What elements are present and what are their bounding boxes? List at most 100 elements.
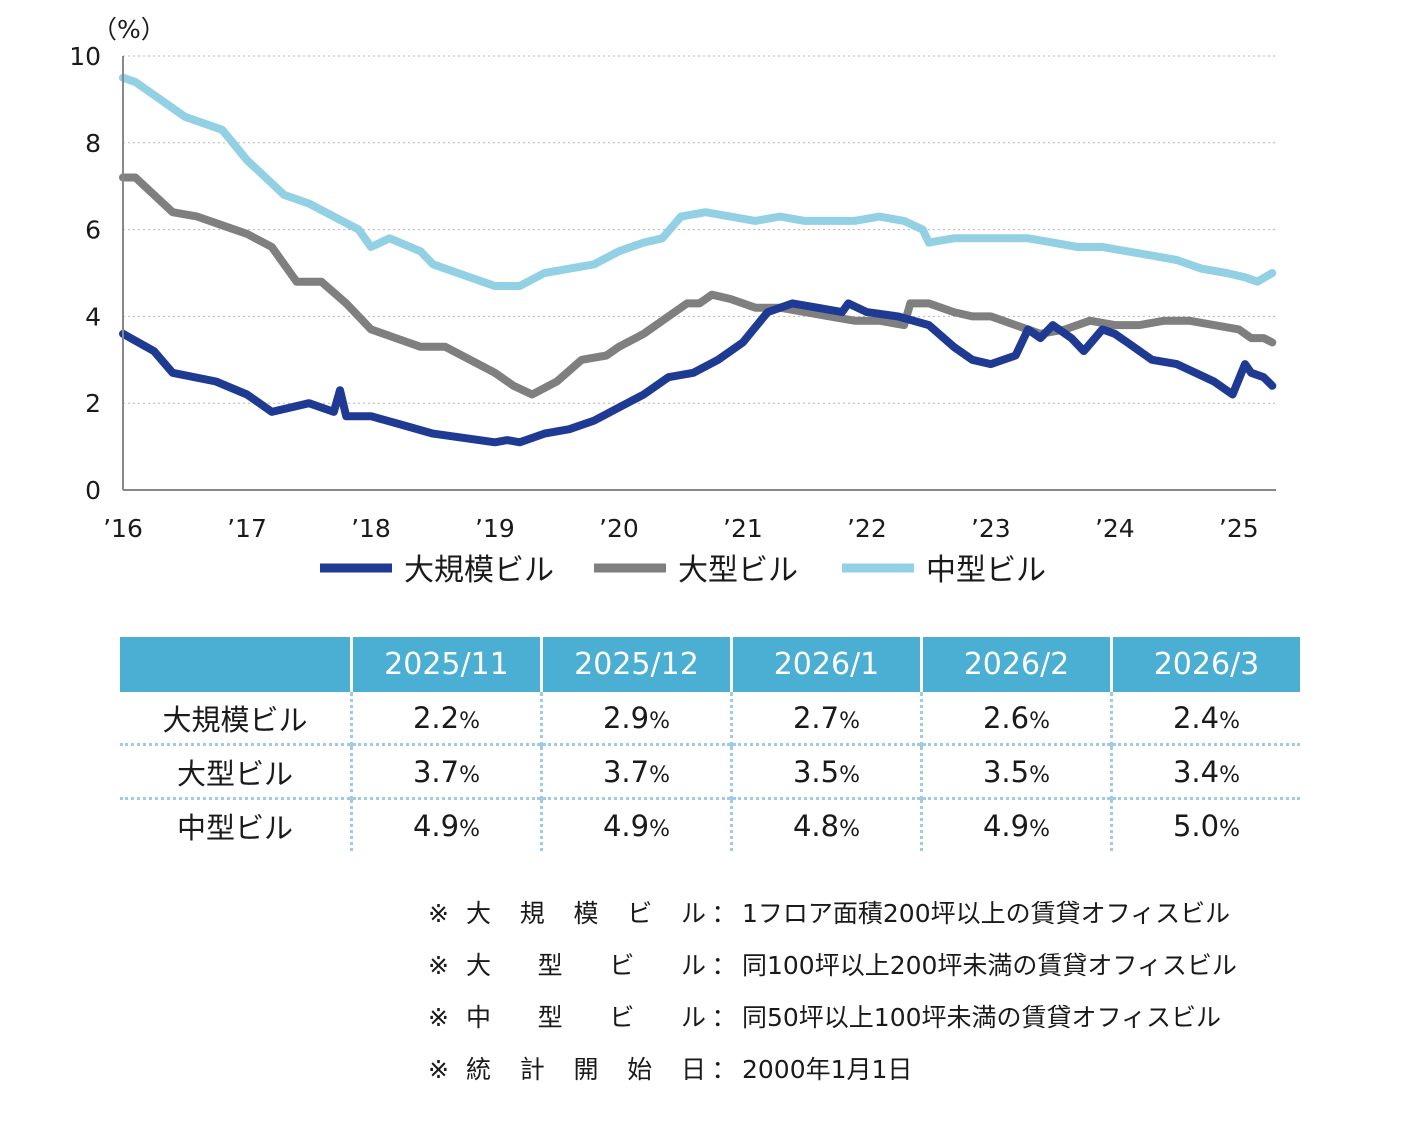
table-header-cell: 2026/2 <box>920 637 1112 692</box>
footnote: ※ 大規模ビル： 1フロア面積200坪以上の賃貸オフィスビル <box>428 888 1237 940</box>
value-cell: 3.7% <box>540 743 732 799</box>
footnote: ※ 中 型 ビ ル：同50坪以上100坪未満の賃貸オフィスビル <box>428 992 1237 1044</box>
value-number: 3.7 <box>602 754 650 789</box>
y-tick-label: 8 <box>85 129 101 158</box>
series-lines <box>119 73 1277 447</box>
table-header-cell: 2025/12 <box>540 637 732 692</box>
value-unit: % <box>459 816 481 842</box>
y-axis-unit-label: （%） <box>92 15 166 44</box>
value-cell: 2.2% <box>350 692 542 745</box>
footnote-term: 中型ビル <box>466 992 706 1044</box>
legend-label: 大型ビル <box>678 553 798 588</box>
value-cell: 4.9% <box>920 797 1112 851</box>
value-cell: 4.9% <box>350 797 542 851</box>
x-tick-label: ’17 <box>227 514 267 543</box>
value-cell: 2.7% <box>730 692 922 745</box>
value-unit: % <box>839 816 861 842</box>
footnote-text: 2000年1月1日 <box>742 1055 913 1084</box>
footnote-term-char: ビ <box>627 899 653 928</box>
value-number: 2.7 <box>792 700 840 735</box>
footnote-colon: ： <box>711 1055 737 1084</box>
x-tick-label: ’18 <box>351 514 391 543</box>
footnote-term-char: ル <box>680 899 706 928</box>
value-unit: % <box>1029 762 1051 788</box>
value-cell: 3.4% <box>1110 743 1300 799</box>
x-tick-label: ’16 <box>103 514 143 543</box>
legend-label: 大規模ビル <box>404 553 554 588</box>
footnote-mark: ※ <box>428 899 449 928</box>
value-number: 2.4 <box>1172 700 1220 735</box>
value-number: 2.6 <box>982 700 1030 735</box>
value-unit: % <box>1029 708 1051 734</box>
y-tick-label: 0 <box>85 476 101 505</box>
footnote-colon: ： <box>711 899 737 928</box>
table-row: 中型ビル 4.9% 4.9% 4.8% 4.9% 5.0% <box>120 797 1300 851</box>
value-unit: % <box>1219 708 1241 734</box>
value-number: 4.9 <box>982 808 1030 843</box>
row-label: 中型ビル <box>120 797 352 851</box>
footnote-term-char: 統 <box>466 1055 492 1084</box>
footnote-term: 大規模ビル <box>466 888 706 940</box>
value-unit: % <box>1029 816 1051 842</box>
value-unit: % <box>839 708 861 734</box>
row-label: 大型ビル <box>120 743 352 799</box>
footnotes: ※ 大規模ビル： 1フロア面積200坪以上の賃貸オフィスビル ※ 大型ビル：同100坪以… <box>428 888 1237 1096</box>
value-number: 4.8 <box>792 808 840 843</box>
series-line-large-scale <box>119 299 1277 447</box>
footnote-mark: ※ <box>428 951 449 980</box>
value-unit: % <box>839 762 861 788</box>
footnote-term-char: ル <box>680 951 706 980</box>
footnote-term-char: 開 <box>573 1055 599 1084</box>
x-tick-label: ’21 <box>723 514 763 543</box>
footnote-colon: ： <box>711 1003 737 1032</box>
value-cell: 3.7% <box>350 743 542 799</box>
value-number: 3.7 <box>412 754 460 789</box>
y-tick-label: 10 <box>69 42 101 71</box>
legend-label: 中型ビル <box>926 553 1046 588</box>
value-number: 3.4 <box>1172 754 1220 789</box>
footnote-term-char: 大 <box>466 951 492 980</box>
value-cell: 4.8% <box>730 797 922 851</box>
footnote-term-char: 型 <box>537 1003 563 1032</box>
value-unit: % <box>1219 762 1241 788</box>
table-row: 大型ビル 3.7% 3.7% 3.5% 3.5% 3.4% <box>120 743 1300 799</box>
x-axis-ticks: ’16 ’17 ’18 ’19 ’20 ’21 ’22 ’23 ’24 ’25 <box>103 514 1259 543</box>
table-header-cell: 2026/3 <box>1110 637 1300 692</box>
footnote-term-char: 大 <box>466 899 492 928</box>
value-cell: 4.9% <box>540 797 732 851</box>
chart-legend: 大規模ビル 大型ビル 中型ビル <box>320 553 1046 588</box>
x-tick-label: ’24 <box>1095 514 1135 543</box>
table-header-cell: 2026/1 <box>730 637 922 692</box>
value-cell: 2.9% <box>540 692 732 745</box>
value-number: 4.9 <box>602 808 650 843</box>
value-number: 4.9 <box>412 808 460 843</box>
value-number: 2.9 <box>602 700 650 735</box>
series-line-large <box>119 173 1277 399</box>
footnote-term-char: 計 <box>519 1055 545 1084</box>
footnote-term-char: 模 <box>573 899 599 928</box>
value-number: 3.5 <box>982 754 1030 789</box>
value-unit: % <box>459 708 481 734</box>
value-cell: 3.5% <box>730 743 922 799</box>
value-cell: 2.6% <box>920 692 1112 745</box>
gridlines <box>123 55 1276 404</box>
x-tick-label: ’19 <box>475 514 515 543</box>
table-header-cell: 2025/11 <box>350 637 542 692</box>
y-tick-label: 6 <box>85 216 101 245</box>
value-number: 5.0 <box>1172 808 1220 843</box>
footnote-mark: ※ <box>428 1003 449 1032</box>
footnote-text: 同50坪以上100坪未満の賃貸オフィスビル <box>742 1003 1222 1032</box>
table-header-row: 2025/11 2025/12 2026/1 2026/2 2026/3 <box>120 637 1300 692</box>
footnote-term-char: 規 <box>519 899 545 928</box>
vacancy-rate-table: 2025/11 2025/12 2026/1 2026/2 2026/3 大規模… <box>120 637 1300 851</box>
series-line-medium <box>119 73 1277 290</box>
value-cell: 3.5% <box>920 743 1112 799</box>
value-unit: % <box>649 762 671 788</box>
y-axis-ticks: 0 2 4 6 8 10 <box>69 42 101 505</box>
footnote-term-char: ル <box>680 1003 706 1032</box>
footnote-text: 同100坪以上200坪未満の賃貸オフィスビル <box>742 951 1237 980</box>
footnote-term-char: ビ <box>609 1003 635 1032</box>
footnote-term-char: 中 <box>466 1003 492 1032</box>
footnote-term-char: ビ <box>609 951 635 980</box>
